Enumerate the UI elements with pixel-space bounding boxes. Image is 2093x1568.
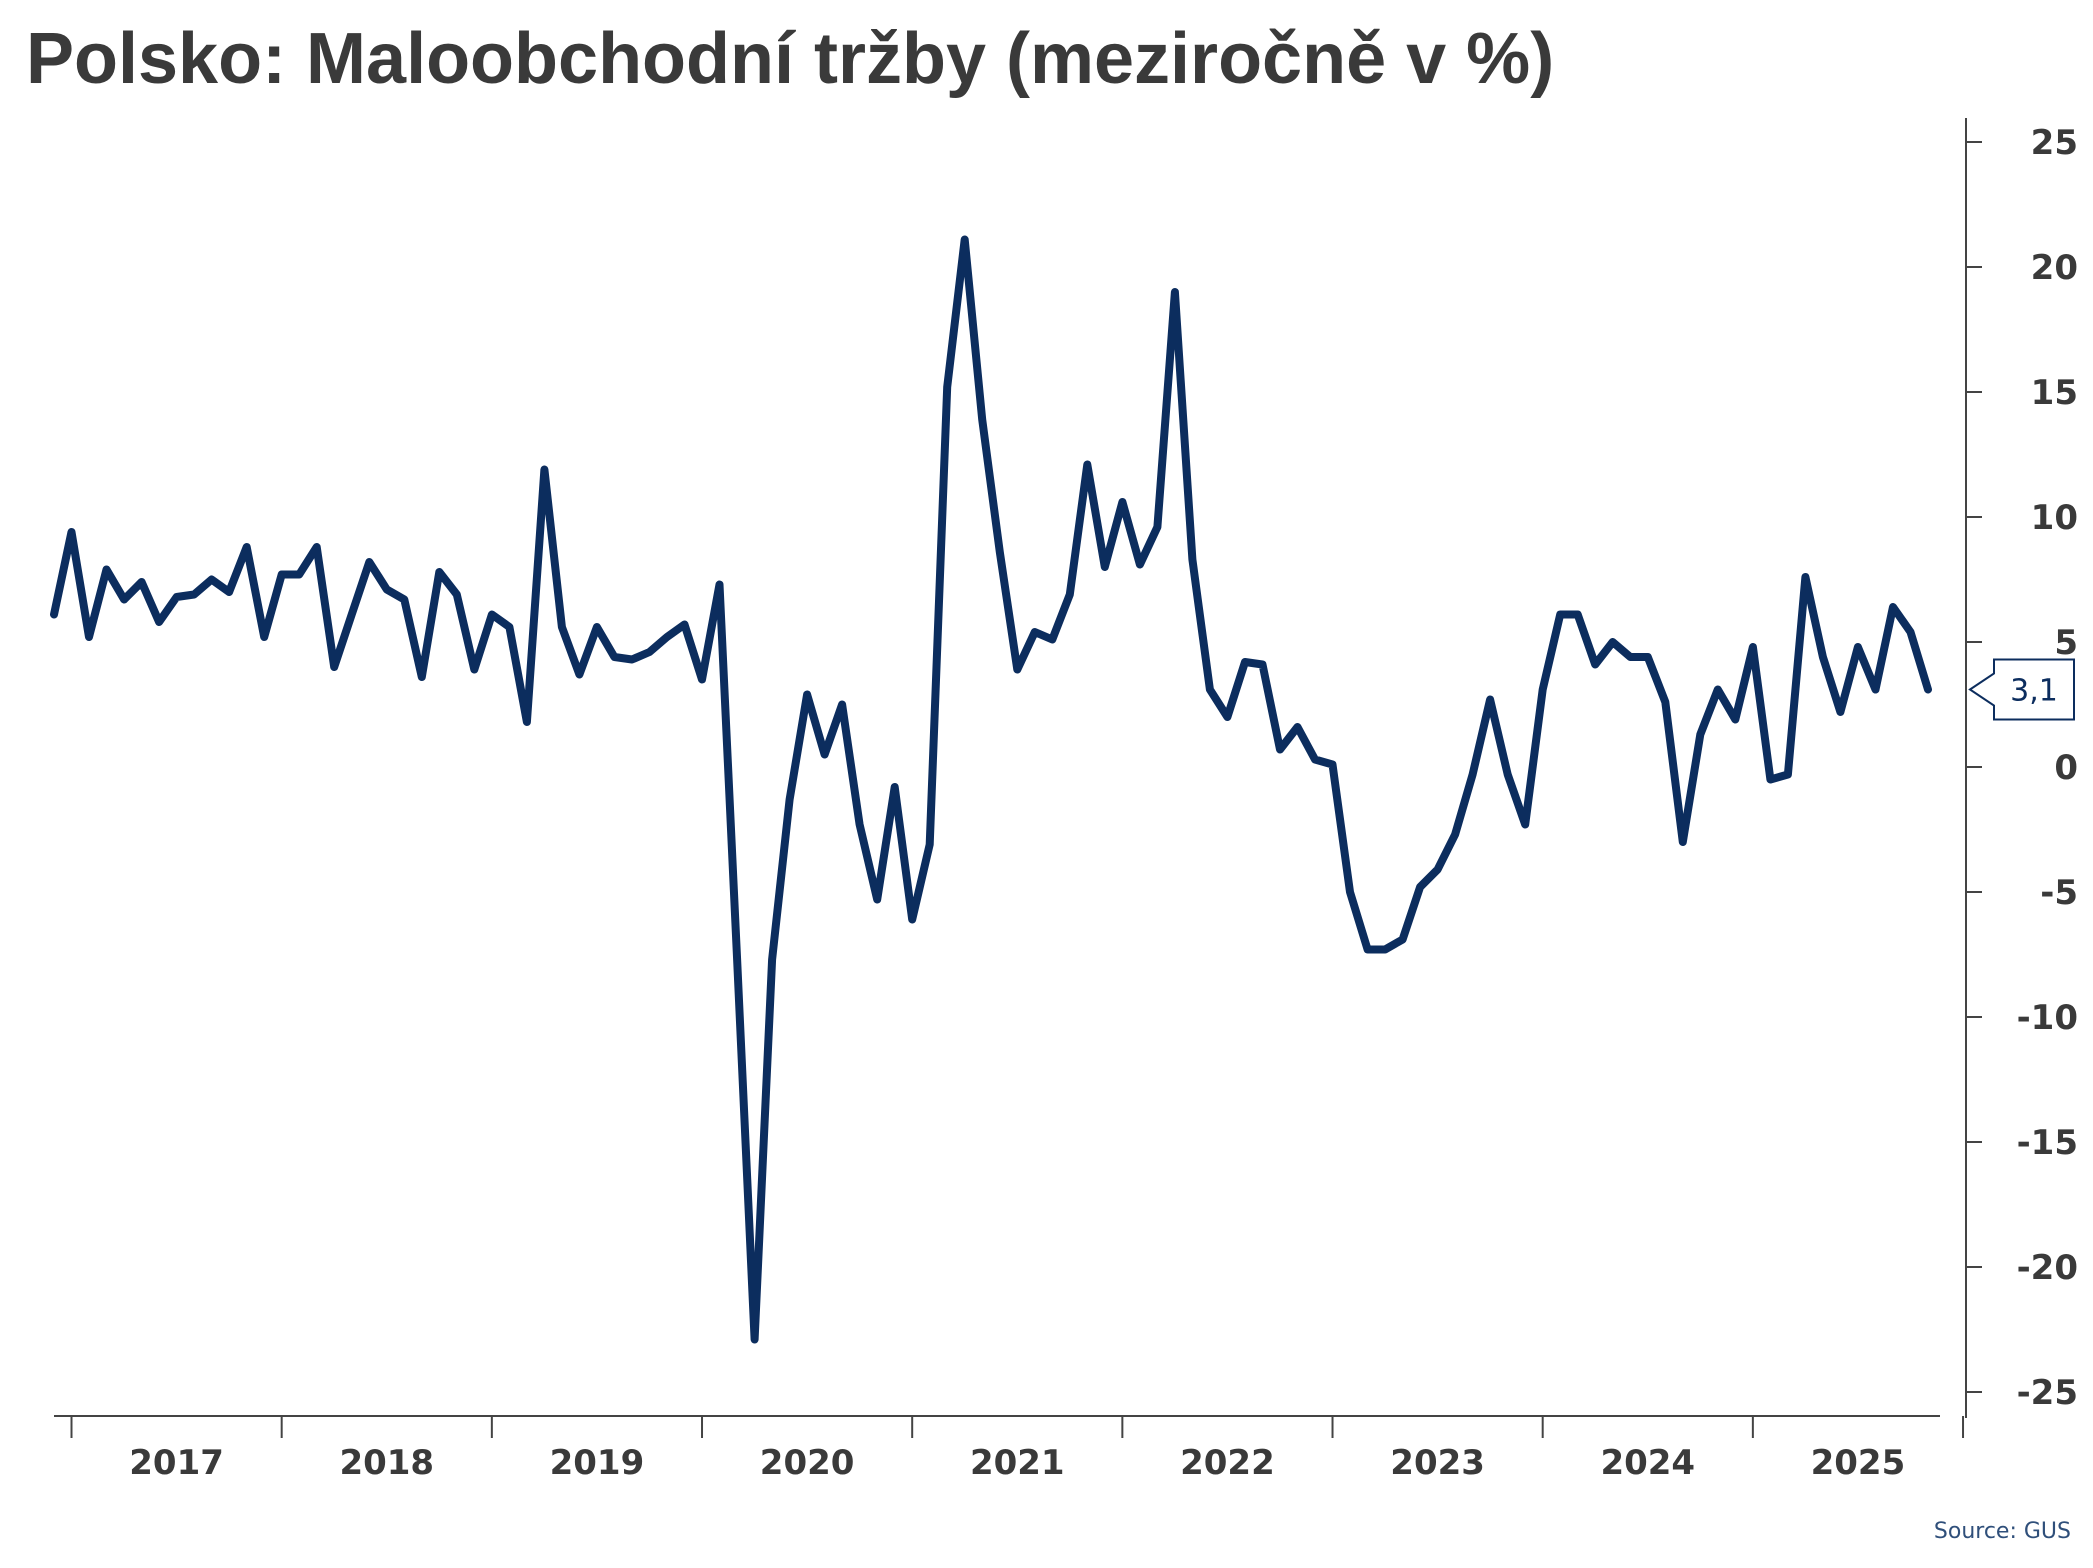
last-value-label: 3,1 (2010, 674, 2058, 709)
y-tick-label: 15 (2031, 373, 2078, 413)
x-tick-label: 2025 (1811, 1443, 1906, 1483)
y-tick-label: 20 (2031, 248, 2078, 288)
x-tick-label: 2021 (970, 1443, 1065, 1483)
y-tick-label: -15 (2017, 1123, 2078, 1163)
chart-title: Polsko: Maloobchodní tržby (meziročně v … (26, 19, 1555, 99)
y-tick-label: 5 (2054, 623, 2078, 663)
y-tick-label: -10 (2017, 998, 2078, 1038)
source-note: Source: GUS (1933, 1519, 2071, 1544)
x-tick-label: 2018 (339, 1443, 434, 1483)
y-tick-label: -5 (2040, 873, 2078, 913)
x-tick-label: 2024 (1600, 1443, 1695, 1483)
y-tick-label: 25 (2031, 123, 2078, 163)
x-tick-label: 2019 (550, 1443, 645, 1483)
y-tick-label: -20 (2017, 1248, 2078, 1288)
x-tick-label: 2017 (129, 1443, 224, 1483)
last-value-callout (1968, 658, 2075, 721)
x-tick-label: 2022 (1180, 1443, 1275, 1483)
series-line (50, 235, 1932, 1344)
y-tick-label: 10 (2031, 498, 2078, 538)
y-tick-label: -25 (2017, 1373, 2078, 1413)
y-tick-label: 0 (2054, 748, 2078, 788)
x-tick-label: 2020 (760, 1443, 855, 1483)
x-tick-label: 2023 (1390, 1443, 1485, 1483)
